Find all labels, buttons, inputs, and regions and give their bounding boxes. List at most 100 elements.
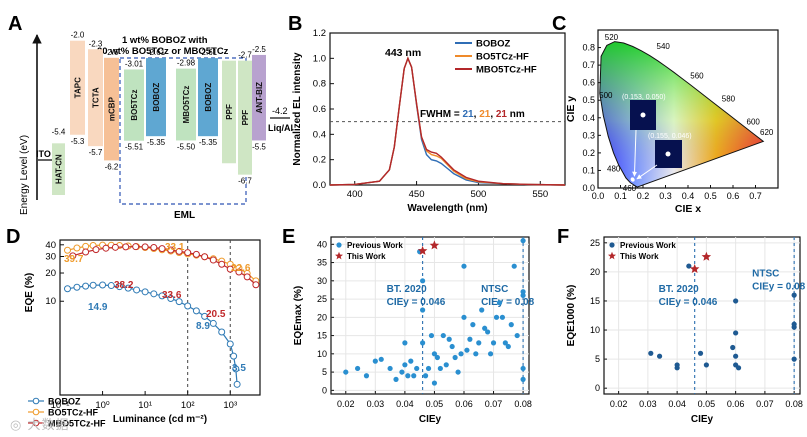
y-axis-label: EQE (%) bbox=[24, 273, 35, 312]
this-work-star bbox=[689, 264, 700, 273]
plot-frame bbox=[603, 236, 801, 395]
series-marker bbox=[111, 243, 119, 251]
cathode-level: -4.2 bbox=[272, 106, 288, 116]
previous-work-point bbox=[511, 263, 517, 269]
ntsc-label: NTSC bbox=[481, 284, 508, 295]
layer-name: BOBOZ bbox=[204, 83, 213, 112]
layer-lumo: -2.0 bbox=[71, 31, 85, 40]
data-annotation: 20.5 bbox=[206, 309, 226, 320]
legend-marker bbox=[609, 242, 615, 248]
x-tick-label: 0.03 bbox=[639, 399, 657, 409]
legend-marker bbox=[32, 397, 40, 405]
previous-work-point bbox=[461, 314, 467, 320]
previous-work-point bbox=[733, 330, 739, 336]
panel-e-eqemax-vs-ciey: E 0.02 0.03 0.04 0.05 0.06 0.07 0.08 0 5 10 15 20 25… bbox=[282, 226, 535, 425]
previous-work-point bbox=[476, 340, 482, 346]
x-tick-label: 10² bbox=[181, 400, 195, 411]
ntsc-value: CIEy = 0.08 bbox=[481, 297, 535, 308]
series-marker bbox=[230, 352, 238, 360]
layer-hat-cn-bar bbox=[52, 143, 65, 195]
y-tick-label: 0.2 bbox=[313, 155, 326, 166]
y-tick-label: 0.0 bbox=[582, 183, 595, 193]
locus-label: 520 bbox=[605, 33, 619, 42]
y-tick-label: 0.4 bbox=[582, 113, 595, 123]
previous-work-point bbox=[674, 362, 680, 368]
x-tick-label: 0.03 bbox=[367, 399, 385, 409]
layer-lumo: -3.01 bbox=[125, 59, 144, 68]
x-tick-label: 0.1 bbox=[614, 191, 627, 201]
y-tick-label: 0.1 bbox=[582, 165, 595, 175]
layer-name: TAPC bbox=[74, 77, 83, 98]
x-tick-label: 0.7 bbox=[749, 191, 762, 201]
fwhm-prefix: FWHM = bbox=[420, 109, 463, 120]
layer-lumo: -2.61 bbox=[199, 48, 218, 57]
layer-name: PPF bbox=[225, 104, 234, 120]
spectral-locus bbox=[599, 41, 765, 188]
locus-label: 500 bbox=[599, 91, 613, 100]
series-marker bbox=[141, 288, 149, 296]
series-marker bbox=[69, 252, 77, 260]
series-marker bbox=[73, 244, 81, 252]
panel-e-letter: E bbox=[282, 226, 295, 248]
previous-work-point bbox=[420, 340, 426, 346]
previous-work-point bbox=[520, 365, 526, 372]
eml-title-line2: 20 wt% BO5TCz or MBO5TCz bbox=[97, 46, 229, 57]
y-axis-label: EQE1000 (%) bbox=[566, 285, 577, 347]
series-marker bbox=[158, 292, 166, 300]
series-marker bbox=[122, 243, 130, 251]
legend-label: Previous Work bbox=[620, 241, 676, 250]
x-tick-label: 500 bbox=[470, 189, 486, 200]
arrow-1 bbox=[632, 129, 638, 177]
series-marker bbox=[192, 307, 200, 315]
layer-mcbp-bar bbox=[104, 57, 119, 161]
x-tick-label: 0.06 bbox=[727, 399, 745, 409]
x-tick-label: 0.07 bbox=[485, 399, 503, 409]
series-marker bbox=[226, 340, 234, 348]
x-tick-label: 0.3 bbox=[659, 191, 672, 201]
previous-work-point bbox=[434, 354, 440, 361]
previous-work-point bbox=[378, 356, 384, 362]
previous-work-point bbox=[733, 353, 739, 359]
legend-marker bbox=[608, 251, 616, 260]
layer-ppf-bar bbox=[238, 60, 252, 175]
panel-a-energy-diagram: A Energy Level (eV) 1 wt% BOBOZ with 20 … bbox=[8, 13, 293, 221]
series-line-mbo5tcz-hf bbox=[329, 56, 566, 186]
cathode-label: Liq/Al bbox=[268, 123, 293, 133]
y-tick-label: 5 bbox=[595, 354, 600, 364]
plot-c: 0.0 0.1 0.2 0.3 0.4 0.5 0.6 0.7 0.0 0.1 0.2 0.3 0.4 0… bbox=[565, 29, 779, 215]
data-annotation: 14.9 bbox=[88, 302, 108, 313]
arrow-2 bbox=[636, 164, 658, 180]
series-marker bbox=[73, 283, 81, 291]
series-marker bbox=[235, 268, 243, 276]
layer-bo5tcz-bar bbox=[124, 69, 144, 141]
series-marker bbox=[226, 265, 234, 273]
y-tick-label: 0.0 bbox=[313, 180, 326, 191]
previous-work-point bbox=[437, 365, 443, 372]
ntsc-label: NTSC bbox=[752, 268, 779, 279]
x-axis-label: CIEy bbox=[419, 414, 442, 425]
y-tick-label: 20 bbox=[317, 312, 327, 322]
previous-work-point bbox=[490, 340, 497, 346]
legend-label: BO5TCz-HF bbox=[48, 408, 98, 418]
x-tick-label: 0.02 bbox=[610, 399, 628, 409]
x-tick-label: 400 bbox=[347, 189, 363, 200]
legend-label: MBO5TCz-HF bbox=[476, 65, 537, 76]
previous-work-point bbox=[479, 307, 485, 313]
series-marker bbox=[141, 243, 149, 251]
fwhm-annotation: FWHM = 21, 21, 21 nm bbox=[420, 109, 525, 120]
layer-lumo: -2.7 bbox=[238, 51, 252, 60]
previous-work-point bbox=[648, 350, 654, 356]
y-tick-label: 0.4 bbox=[313, 129, 326, 140]
series-marker bbox=[150, 244, 158, 252]
y-tick-label: 25 bbox=[317, 294, 327, 304]
locus-label: 560 bbox=[690, 72, 704, 81]
previous-work-point bbox=[505, 343, 511, 350]
fwhm-bo5tcz: 21 bbox=[479, 109, 491, 120]
x-tick-label: 0.6 bbox=[727, 191, 740, 201]
panel-a-letter: A bbox=[8, 13, 22, 35]
y-tick-label: 0.7 bbox=[582, 60, 595, 70]
previous-work-point bbox=[656, 353, 663, 359]
y-tick-label: 40 bbox=[45, 240, 56, 251]
layer-boboz-bar bbox=[146, 58, 166, 137]
previous-work-point bbox=[354, 365, 361, 372]
